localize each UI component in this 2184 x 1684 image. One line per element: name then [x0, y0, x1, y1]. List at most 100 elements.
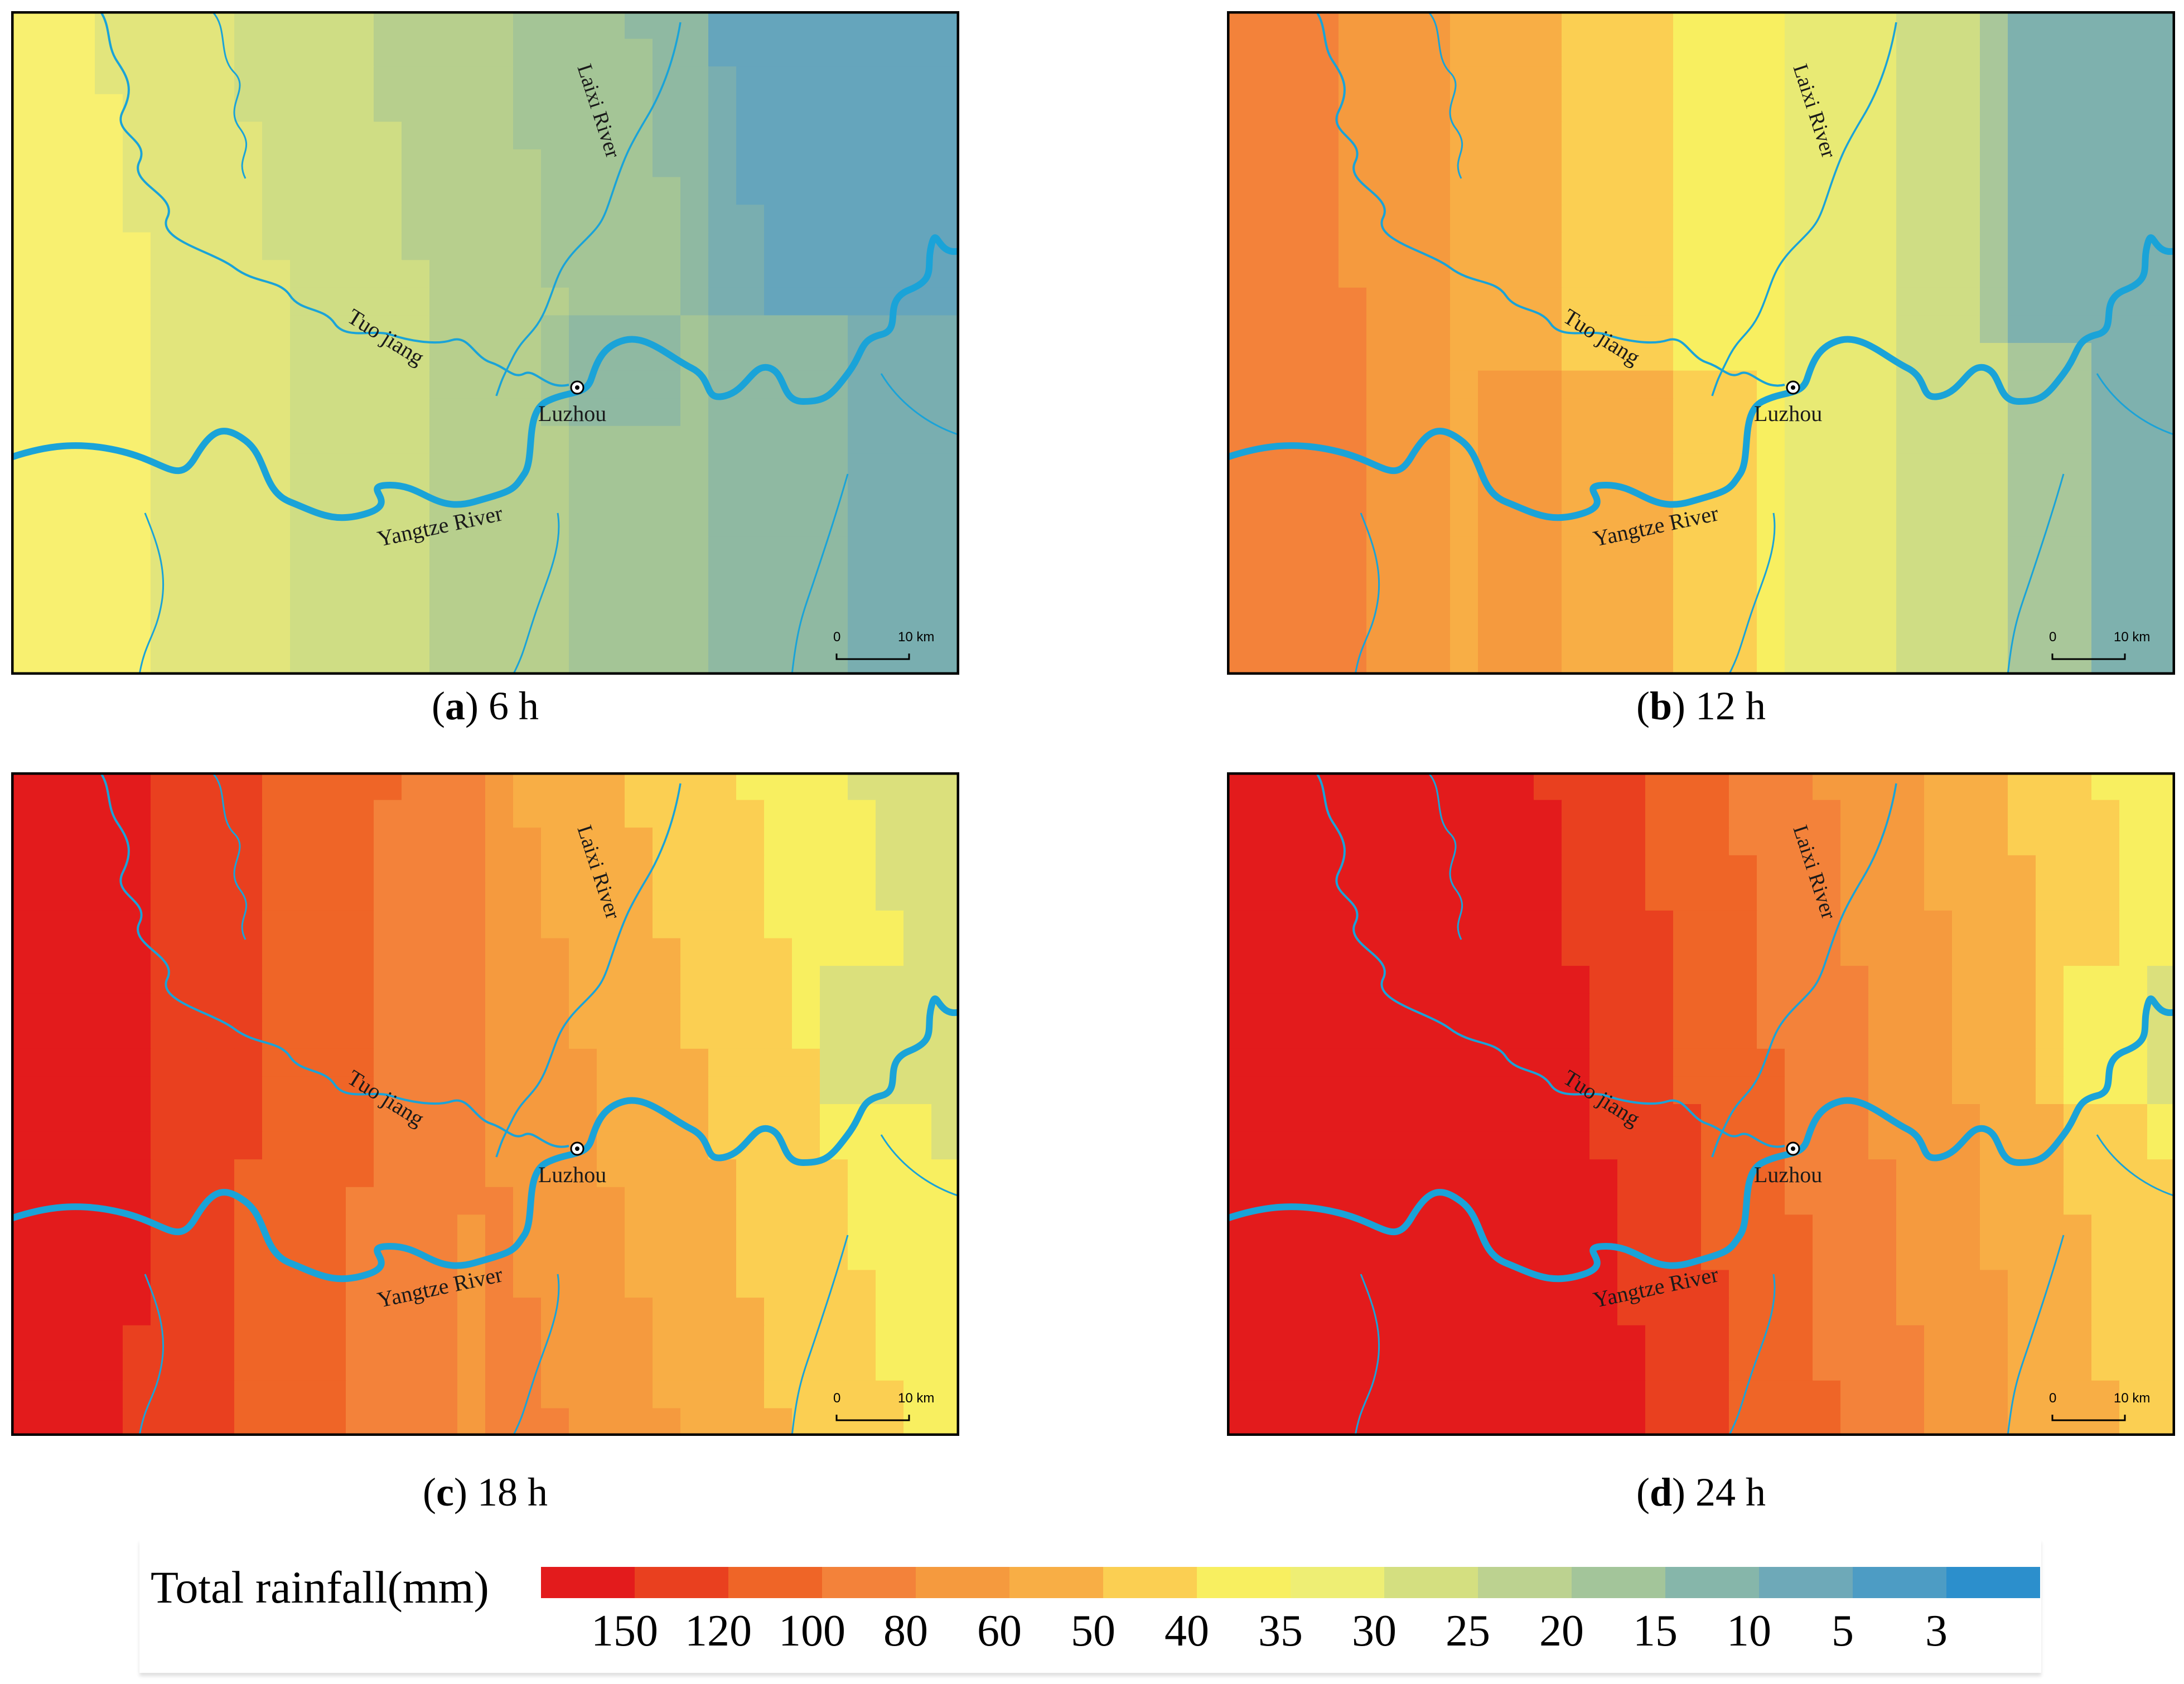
raster-cell [1757, 177, 1785, 206]
raster-cell [736, 177, 765, 206]
raster-cell [680, 453, 709, 482]
raster-cell [1255, 1214, 1283, 1243]
raster-cell [67, 1353, 95, 1381]
rainfall-raster [11, 11, 959, 675]
raster-cell [1980, 1270, 2008, 1299]
raster-cell [1757, 1380, 1785, 1409]
raster-cell [95, 619, 123, 648]
raster-cell [151, 1187, 179, 1216]
raster-cell [1785, 94, 1813, 123]
legend-swatch [1103, 1567, 1197, 1598]
raster-cell [1506, 564, 1534, 593]
raster-cell [1339, 509, 1367, 538]
raster-cell [903, 398, 932, 427]
raster-cell [1757, 1242, 1785, 1271]
raster-cell [123, 205, 151, 233]
raster-cell [429, 11, 458, 40]
raster-cell [597, 1408, 625, 1436]
raster-cell [1589, 315, 1618, 343]
raster-cell [876, 1298, 904, 1326]
raster-cell [262, 205, 291, 233]
raster-cell [1422, 966, 1451, 994]
raster-cell [1785, 564, 1813, 593]
raster-cell [1506, 149, 1534, 178]
raster-cell [67, 855, 95, 884]
raster-cell [1394, 315, 1423, 343]
raster-cell [1673, 122, 1702, 150]
raster-cell [1562, 855, 1590, 884]
raster-cell [2119, 1159, 2148, 1188]
raster-cell [318, 66, 346, 95]
raster-cell [848, 993, 876, 1022]
raster-cell [1924, 910, 1953, 939]
raster-cell [2091, 1353, 2120, 1381]
raster-cell [95, 315, 123, 343]
raster-cell [11, 828, 40, 856]
raster-cell [67, 772, 95, 801]
raster-cell [2091, 260, 2120, 288]
raster-cell [2064, 993, 2092, 1022]
raster-cell [903, 910, 932, 939]
raster-cell [1729, 149, 1757, 178]
raster-cell [1227, 564, 1255, 593]
raster-cell [67, 966, 95, 994]
raster-cell [429, 38, 458, 67]
raster-cell [1339, 647, 1367, 675]
raster-cell [597, 772, 625, 801]
raster-cell [1896, 564, 1925, 593]
raster-cell [2147, 1214, 2175, 1243]
raster-cell [402, 592, 430, 620]
raster-cell [2147, 453, 2175, 482]
raster-cell [1813, 800, 1841, 829]
city-label: Luzhou [538, 401, 606, 426]
raster-cell [708, 453, 737, 482]
raster-cell [2119, 1076, 2148, 1105]
raster-cell [1673, 1048, 1702, 1077]
raster-cell [625, 177, 653, 206]
raster-cell [1227, 1159, 1255, 1188]
raster-cell [402, 11, 430, 40]
raster-cell [262, 1380, 291, 1409]
raster-cell [2119, 398, 2148, 427]
raster-cell [2036, 828, 2064, 856]
raster-cell [429, 260, 458, 288]
raster-cell [1673, 1408, 1702, 1436]
raster-cell [206, 1131, 235, 1160]
raster-cell [2091, 398, 2120, 427]
raster-cell [39, 1380, 67, 1409]
raster-cell [1673, 1298, 1702, 1326]
raster-cell [234, 177, 263, 206]
raster-cell [653, 1187, 681, 1216]
raster-cell [178, 1298, 207, 1326]
raster-cell [1729, 800, 1757, 829]
raster-cell [1422, 883, 1451, 911]
raster-cell [736, 647, 765, 675]
raster-cell [346, 260, 374, 288]
raster-cell [1506, 1076, 1534, 1105]
raster-cell [429, 1131, 458, 1160]
raster-cell [1589, 966, 1618, 994]
raster-cell [1478, 993, 1506, 1022]
raster-cell [2091, 1408, 2120, 1436]
raster-cell [67, 453, 95, 482]
raster-cell [402, 1104, 430, 1133]
raster-cell [764, 938, 793, 967]
raster-cell [1478, 149, 1506, 178]
raster-cell [680, 205, 709, 233]
raster-cell [1422, 481, 1451, 510]
raster-cell [1394, 205, 1423, 233]
raster-cell [541, 883, 569, 911]
raster-cell [625, 1104, 653, 1133]
raster-cell [123, 481, 151, 510]
raster-cell [653, 910, 681, 939]
raster-cell [1450, 938, 1478, 967]
raster-cell [1478, 1353, 1506, 1381]
raster-cell [11, 11, 40, 40]
raster-cell [1868, 1298, 1897, 1326]
raster-cell [402, 1187, 430, 1216]
raster-cell [1339, 38, 1367, 67]
raster-cell [1673, 509, 1702, 538]
raster-cell [1785, 315, 1813, 343]
raster-cell [2091, 1214, 2120, 1243]
raster-cell [1701, 177, 1729, 206]
